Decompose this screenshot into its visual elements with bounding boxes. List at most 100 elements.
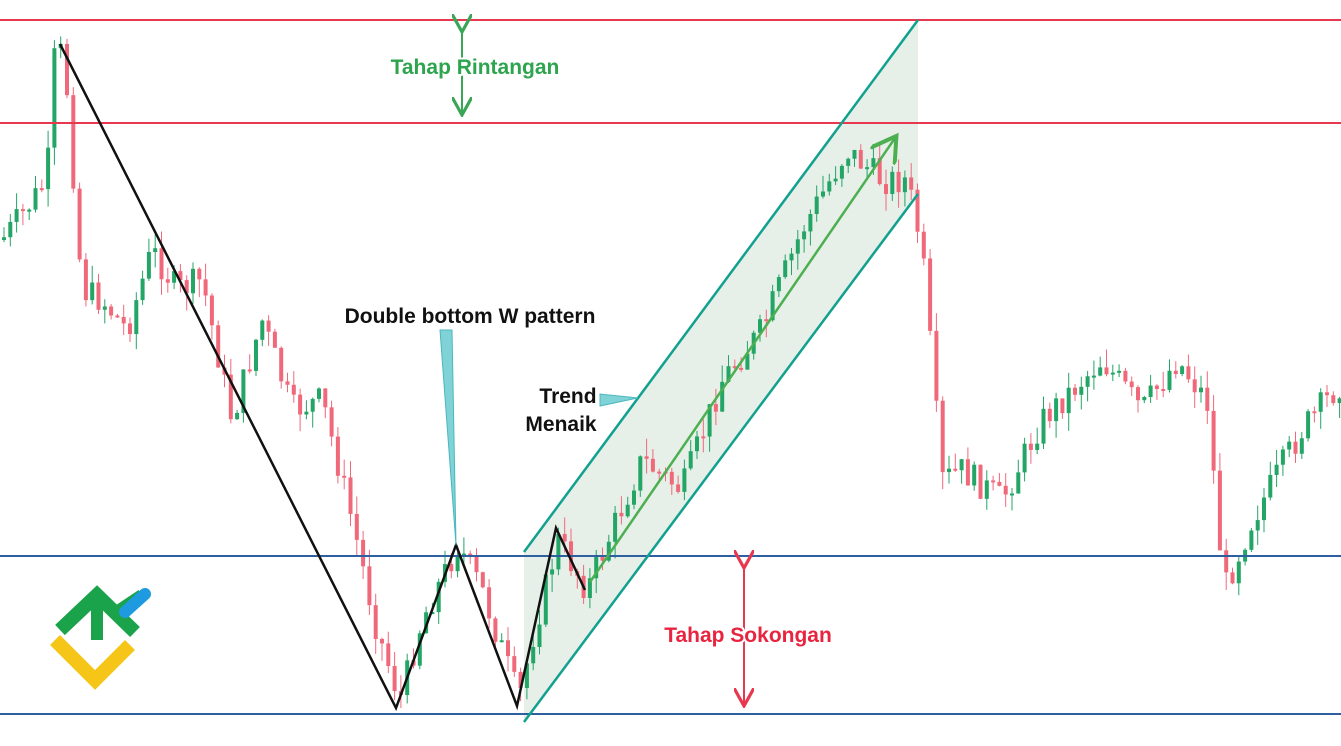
candle-body <box>789 253 794 261</box>
candle-body <box>20 209 25 212</box>
candle-body <box>386 643 391 667</box>
candle-body <box>865 167 870 170</box>
candle-body <box>638 456 643 491</box>
candle-body <box>392 666 397 692</box>
candle-body <box>1161 389 1166 392</box>
channel-fill <box>524 20 918 722</box>
candle-body <box>342 475 347 478</box>
candle-body <box>27 209 32 212</box>
candle-body <box>518 671 523 688</box>
candle-body <box>228 374 233 420</box>
pattern-label: Double bottom W pattern <box>345 305 596 328</box>
candle-body <box>1079 386 1084 395</box>
candle-body <box>1167 370 1172 390</box>
candle-body <box>1205 387 1210 411</box>
candle-body <box>323 388 328 408</box>
candle-body <box>197 268 202 280</box>
candle-body <box>159 248 164 280</box>
candle-body <box>1230 572 1235 584</box>
channel-line <box>522 193 920 723</box>
candle-body <box>285 381 290 385</box>
candle-body <box>304 411 309 415</box>
candle-body <box>625 504 630 517</box>
candle-body <box>317 388 321 399</box>
candle-body <box>461 553 466 556</box>
candle-body <box>235 412 240 420</box>
candle-body <box>657 471 662 474</box>
candle-body <box>146 252 151 279</box>
channel-line <box>522 19 920 553</box>
candle-body <box>128 323 132 335</box>
candle-body <box>1224 550 1229 573</box>
candle-body <box>1022 443 1027 473</box>
candle-body <box>821 191 825 197</box>
candle-body <box>279 347 284 382</box>
candle-body <box>676 484 681 492</box>
candle-body <box>134 300 139 335</box>
candle-body <box>115 315 120 318</box>
candle-body <box>1293 441 1298 454</box>
candle-body <box>745 353 750 370</box>
candle-body <box>1028 443 1033 450</box>
candle-body <box>417 633 422 666</box>
candle-body <box>783 260 788 278</box>
candle-body <box>493 618 498 642</box>
candle-body <box>1142 397 1147 401</box>
candle-body <box>1129 381 1134 388</box>
support-label: Tahap Sokongan <box>664 624 832 647</box>
candle-body <box>153 248 158 253</box>
candle-body <box>373 605 378 639</box>
candle-body <box>191 268 195 294</box>
candle-body <box>83 259 88 301</box>
candle-body <box>1325 392 1329 396</box>
candle-body <box>1035 443 1040 450</box>
candle-body <box>1104 367 1109 375</box>
candle-body <box>972 464 977 486</box>
candle-body <box>732 366 737 369</box>
candle-body <box>33 188 38 210</box>
candle-body <box>1274 464 1279 475</box>
candle-body <box>90 282 95 301</box>
candle-body <box>600 556 605 561</box>
candle-body <box>896 171 901 193</box>
callout-pointer <box>599 393 639 407</box>
candle-body <box>247 369 252 372</box>
candle-body <box>827 181 832 192</box>
candle-body <box>1211 410 1216 471</box>
candle-body <box>254 339 258 371</box>
candle-body <box>184 280 189 294</box>
candle-body <box>524 663 529 688</box>
candle-body <box>480 572 485 588</box>
candle-body <box>613 512 618 542</box>
candle-body <box>272 331 277 348</box>
candle-body <box>884 184 888 194</box>
candle-body <box>430 612 435 615</box>
candle-body <box>1123 370 1128 382</box>
candle-body <box>1154 385 1159 390</box>
candle-body <box>928 258 933 331</box>
candle-body <box>1312 411 1317 414</box>
candle-body <box>1054 398 1059 422</box>
candle-body <box>1117 370 1122 373</box>
candle-body <box>720 381 725 412</box>
candle-body <box>1085 376 1090 387</box>
candle-body <box>499 640 504 643</box>
candle-body <box>367 566 372 606</box>
candle-body <box>695 436 699 452</box>
candle-body <box>449 564 454 572</box>
candle-body <box>1066 387 1071 414</box>
candle-body <box>953 468 958 471</box>
candle-body <box>165 279 170 283</box>
logo <box>50 585 151 690</box>
candle-body <box>1337 398 1341 404</box>
candle-body <box>1262 497 1266 521</box>
candle-body <box>102 306 107 310</box>
candle-body <box>1003 485 1008 495</box>
candle-body <box>833 178 838 182</box>
candle-body <box>890 171 895 194</box>
candle-body <box>1280 449 1285 465</box>
candle-body <box>121 316 126 324</box>
candle-body <box>802 231 807 240</box>
candle-body <box>701 436 706 439</box>
